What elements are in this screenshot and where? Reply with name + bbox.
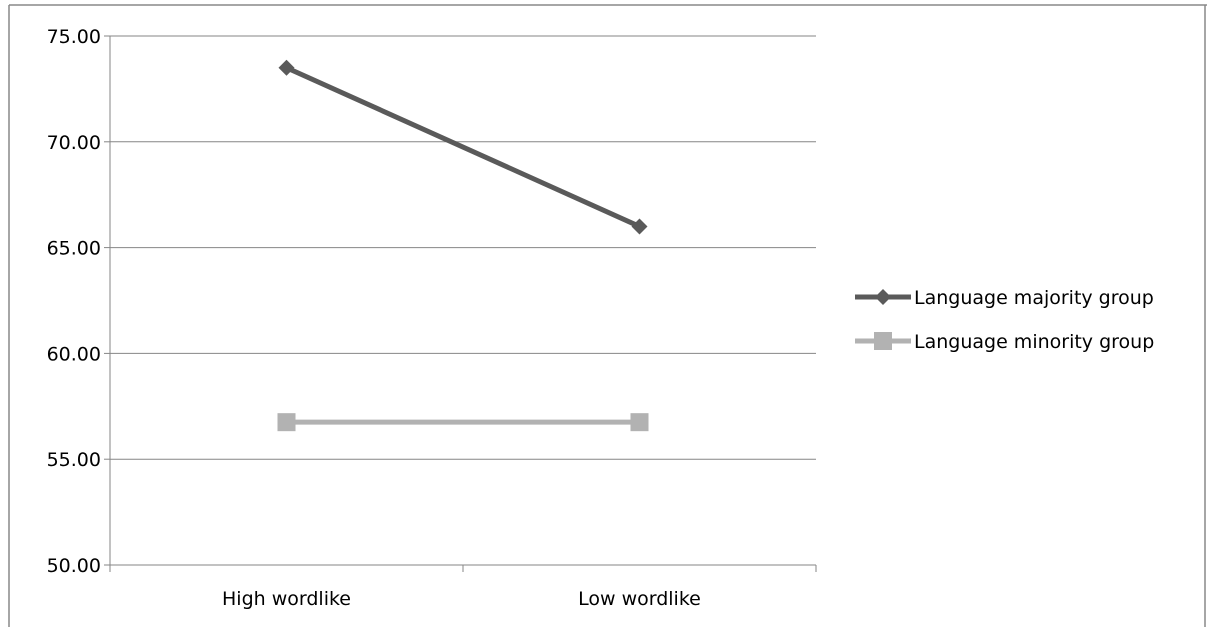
data-point-majority-1 bbox=[631, 218, 648, 235]
legend-swatch-marker bbox=[874, 332, 892, 350]
data-point-minority-0 bbox=[277, 413, 296, 432]
x-axis-tick-labels: High wordlike Low wordlike bbox=[222, 588, 701, 610]
x-tick-label: High wordlike bbox=[222, 588, 351, 610]
y-tick-label: 70.00 bbox=[47, 132, 101, 154]
y-tick-label: 50.00 bbox=[47, 555, 101, 577]
legend-label: Language majority group bbox=[914, 287, 1154, 309]
legend-swatch-marker bbox=[875, 289, 891, 305]
x-tick-label: Low wordlike bbox=[578, 588, 701, 610]
y-axis-tick-labels: 50.00 55.00 60.00 65.00 70.00 75.00 bbox=[47, 26, 101, 577]
y-tick-label: 55.00 bbox=[47, 449, 101, 471]
series bbox=[277, 59, 649, 432]
y-tick-label: 75.00 bbox=[47, 26, 101, 48]
axes bbox=[104, 35, 817, 572]
y-tick-label: 65.00 bbox=[47, 238, 101, 260]
series-line-language-majority bbox=[285, 65, 641, 229]
legend-label: Language minority group bbox=[914, 331, 1154, 353]
gridlines bbox=[110, 35, 816, 460]
data-point-minority-1 bbox=[630, 413, 649, 432]
data-point-majority-0 bbox=[278, 59, 295, 76]
y-tick-label: 60.00 bbox=[47, 343, 101, 365]
legend: Language majority group Language minority… bbox=[855, 287, 1154, 353]
